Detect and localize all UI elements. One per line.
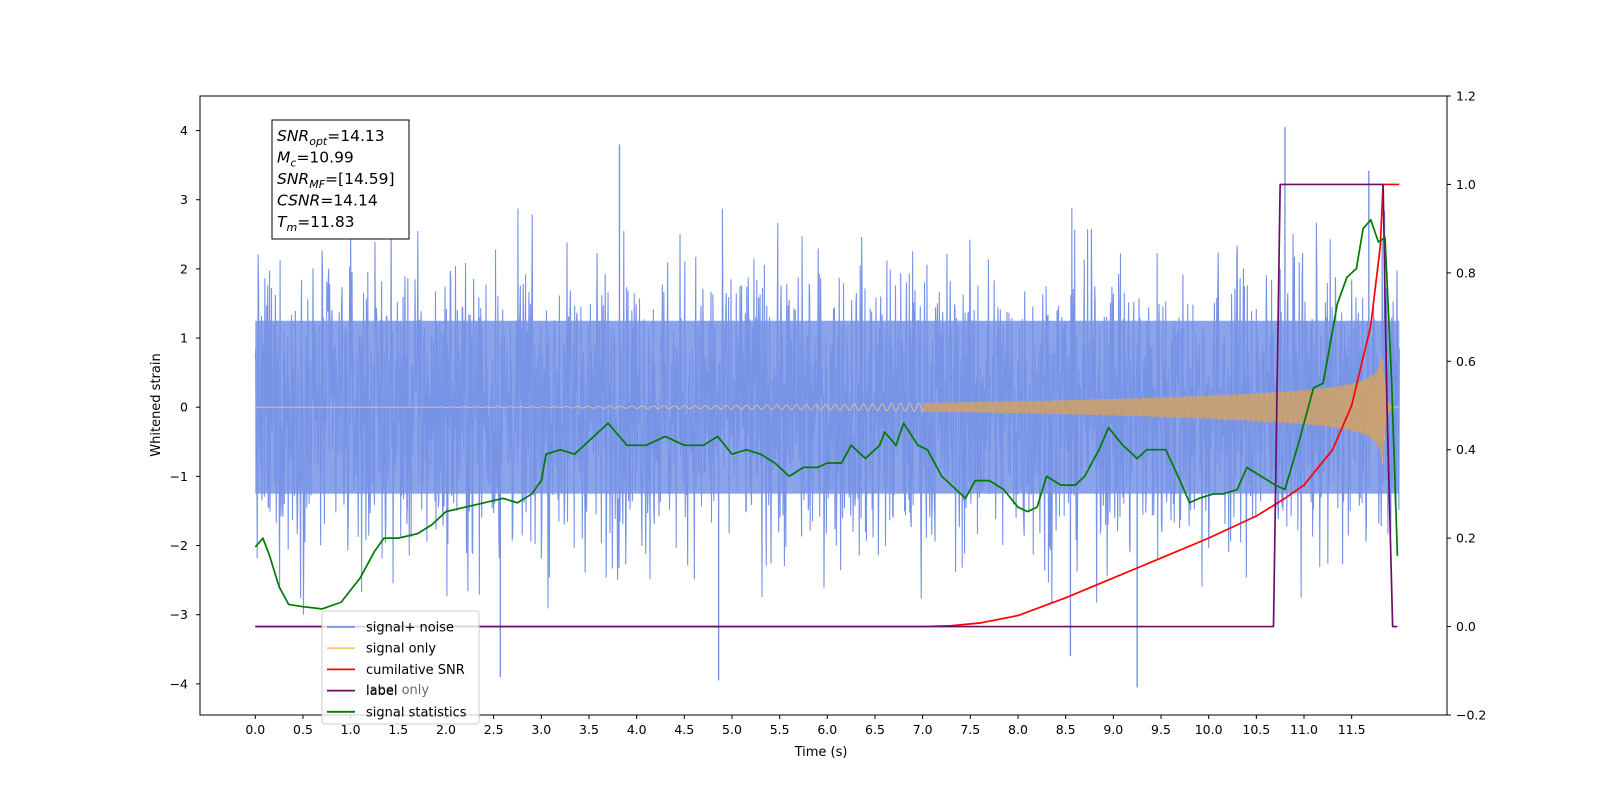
series-signal-statistics [254, 218, 1399, 610]
x-tick-label: 0.5 [293, 722, 313, 737]
x-tick-label: 1.0 [341, 722, 361, 737]
y-tick-label: −3 [170, 607, 188, 622]
y-tick-label: 3 [180, 192, 188, 207]
y2-tick-label: 1.0 [1456, 177, 1476, 192]
x-tick-label: 6.0 [817, 722, 837, 737]
y-axis-title: Whitened strain [149, 353, 164, 456]
x-tick-label: 3.5 [579, 722, 599, 737]
annotation-box: SNRopt=14.13Mc=10.99SNRMF=[14.59]CSNR=14… [271, 119, 410, 240]
x-tick-label: 6.5 [865, 722, 885, 737]
y-tick-label: 4 [180, 123, 188, 138]
y-axis-left: 4 3 2 1 0 −1 −2 −3 −4 [170, 123, 200, 691]
legend-label: signal only [366, 642, 436, 657]
y-tick-label: −1 [170, 469, 188, 484]
y-axis-right: 1.2 1.0 0.8 0.6 0.4 0.2 0.0 −0.2 [1447, 89, 1486, 723]
x-tick-label: 2.0 [436, 722, 456, 737]
x-axis: 0.0 0.5 1.0 1.5 2.0 2.5 3.0 3.5 4.0 4.5 5.0 5.5 6.0 6… [245, 715, 1366, 737]
x-tick-label: 0.0 [245, 722, 265, 737]
annotation-line: Tm=11.83 [277, 213, 355, 234]
x-axis-title: Time (s) [794, 745, 848, 760]
y2-tick-label: 0.8 [1456, 265, 1476, 280]
x-tick-label: 5.5 [770, 722, 790, 737]
x-tick-label: 11.5 [1338, 722, 1366, 737]
legend-label: cumilative SNR [366, 663, 465, 678]
series-layer [254, 127, 1400, 688]
x-tick-label: 9.5 [1151, 722, 1171, 737]
y-tick-label: −2 [170, 538, 188, 553]
x-tick-label: 5.0 [722, 722, 742, 737]
y-tick-label: 1 [180, 331, 188, 346]
x-tick-label: 2.5 [484, 722, 504, 737]
y-tick-label: 2 [180, 261, 188, 276]
annotation-line: SNRopt=14.13 [277, 127, 385, 148]
series-signal-noise [254, 207, 1400, 615]
x-tick-label: 8.0 [1008, 722, 1028, 737]
y2-tick-label: 1.2 [1456, 89, 1476, 104]
annotation-line: CSNR=14.14 [277, 192, 378, 210]
series-cumilative-snr [255, 183, 1400, 628]
legend-frame [321, 610, 480, 725]
x-tick-label: 3.0 [531, 722, 551, 737]
legend: signal+ noise signal only cumilative SNR la… [321, 610, 480, 725]
y2-tick-label: 0.6 [1456, 354, 1476, 369]
y2-tick-label: 0.4 [1456, 442, 1476, 457]
x-tick-label: 1.5 [388, 722, 408, 737]
y2-tick-label: 0.2 [1456, 531, 1476, 546]
x-tick-label: 11.0 [1290, 722, 1318, 737]
legend-label: signal+ noise [366, 621, 454, 636]
annotation-line: SNRMF=[14.59] [277, 170, 395, 191]
x-tick-label: 4.5 [674, 722, 694, 737]
legend-label: signal statistics [366, 705, 467, 720]
series-signal-only-envelope [922, 356, 1395, 458]
legend-label: label [366, 684, 397, 699]
plot-frame [199, 95, 1448, 716]
y-tick-label: −4 [170, 676, 188, 691]
x-tick-label: 10.0 [1195, 722, 1223, 737]
x-tick-label: 7.5 [960, 722, 980, 737]
x-tick-label: 10.5 [1242, 722, 1270, 737]
series-label [255, 183, 1398, 628]
x-tick-label: 4.0 [627, 722, 647, 737]
x-tick-label: 7.0 [913, 722, 933, 737]
annotation-line: Mc=10.99 [277, 149, 354, 170]
y-tick-label: 0 [180, 400, 188, 415]
x-tick-label: 8.5 [1056, 722, 1076, 737]
legend-ghost-label: label only [366, 683, 429, 698]
x-tick-label: 9.0 [1103, 722, 1123, 737]
y2-tick-label: 0.0 [1456, 619, 1476, 634]
annotation-frame [271, 119, 410, 240]
y2-tick-label: −0.2 [1456, 708, 1486, 723]
